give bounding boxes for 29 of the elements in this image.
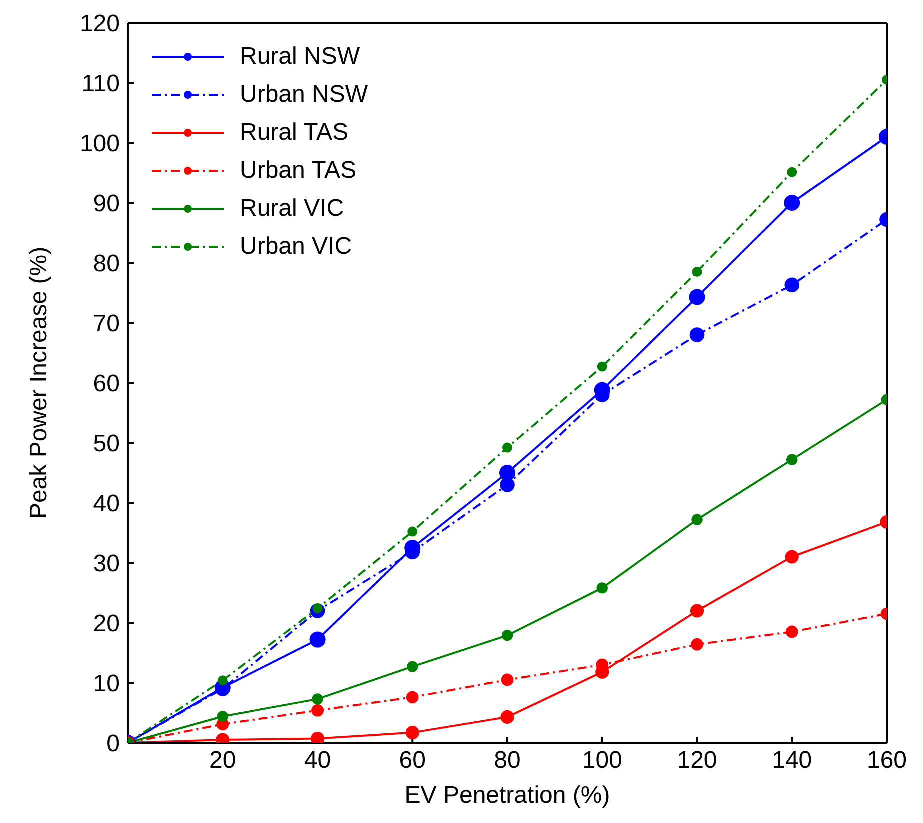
legend-label: Rural TAS <box>240 119 348 147</box>
y-tick-label: 40 <box>93 490 120 518</box>
x-tick-label: 20 <box>210 747 236 774</box>
x-tick-label: 160 <box>866 747 908 774</box>
y-axis-title: Peak Power Increase (%) <box>26 246 53 520</box>
y-tick-label: 30 <box>93 550 120 578</box>
y-tick-label: 10 <box>93 670 120 698</box>
y-tick-label: 70 <box>93 310 120 338</box>
legend-label: Rural NSW <box>240 43 360 71</box>
y-tick-label: 20 <box>93 610 120 638</box>
x-tick-label: 100 <box>582 747 622 774</box>
y-tick-label: 90 <box>93 190 120 218</box>
legend-label: Urban TAS <box>240 157 356 185</box>
y-tick-label: 100 <box>80 130 120 158</box>
x-tick-label: 80 <box>494 747 521 774</box>
y-tick-label: 60 <box>93 370 120 398</box>
x-tick-label: 140 <box>772 747 812 774</box>
x-tick-label: 60 <box>399 747 426 774</box>
legend-label: Urban NSW <box>240 81 368 109</box>
x-tick-label: 40 <box>304 747 332 774</box>
y-tick-label: 0 <box>106 730 120 758</box>
y-tick-label: 120 <box>80 10 120 38</box>
y-tick-label: 50 <box>93 430 120 458</box>
y-tick-label: 110 <box>82 70 120 98</box>
x-tick-label: 120 <box>677 747 718 774</box>
x-axis-title: EV Penetration (%) <box>404 782 610 809</box>
legend-label: Urban VIC <box>240 233 352 261</box>
legend-label: Rural VIC <box>240 195 344 223</box>
y-tick-label: 80 <box>93 250 120 278</box>
